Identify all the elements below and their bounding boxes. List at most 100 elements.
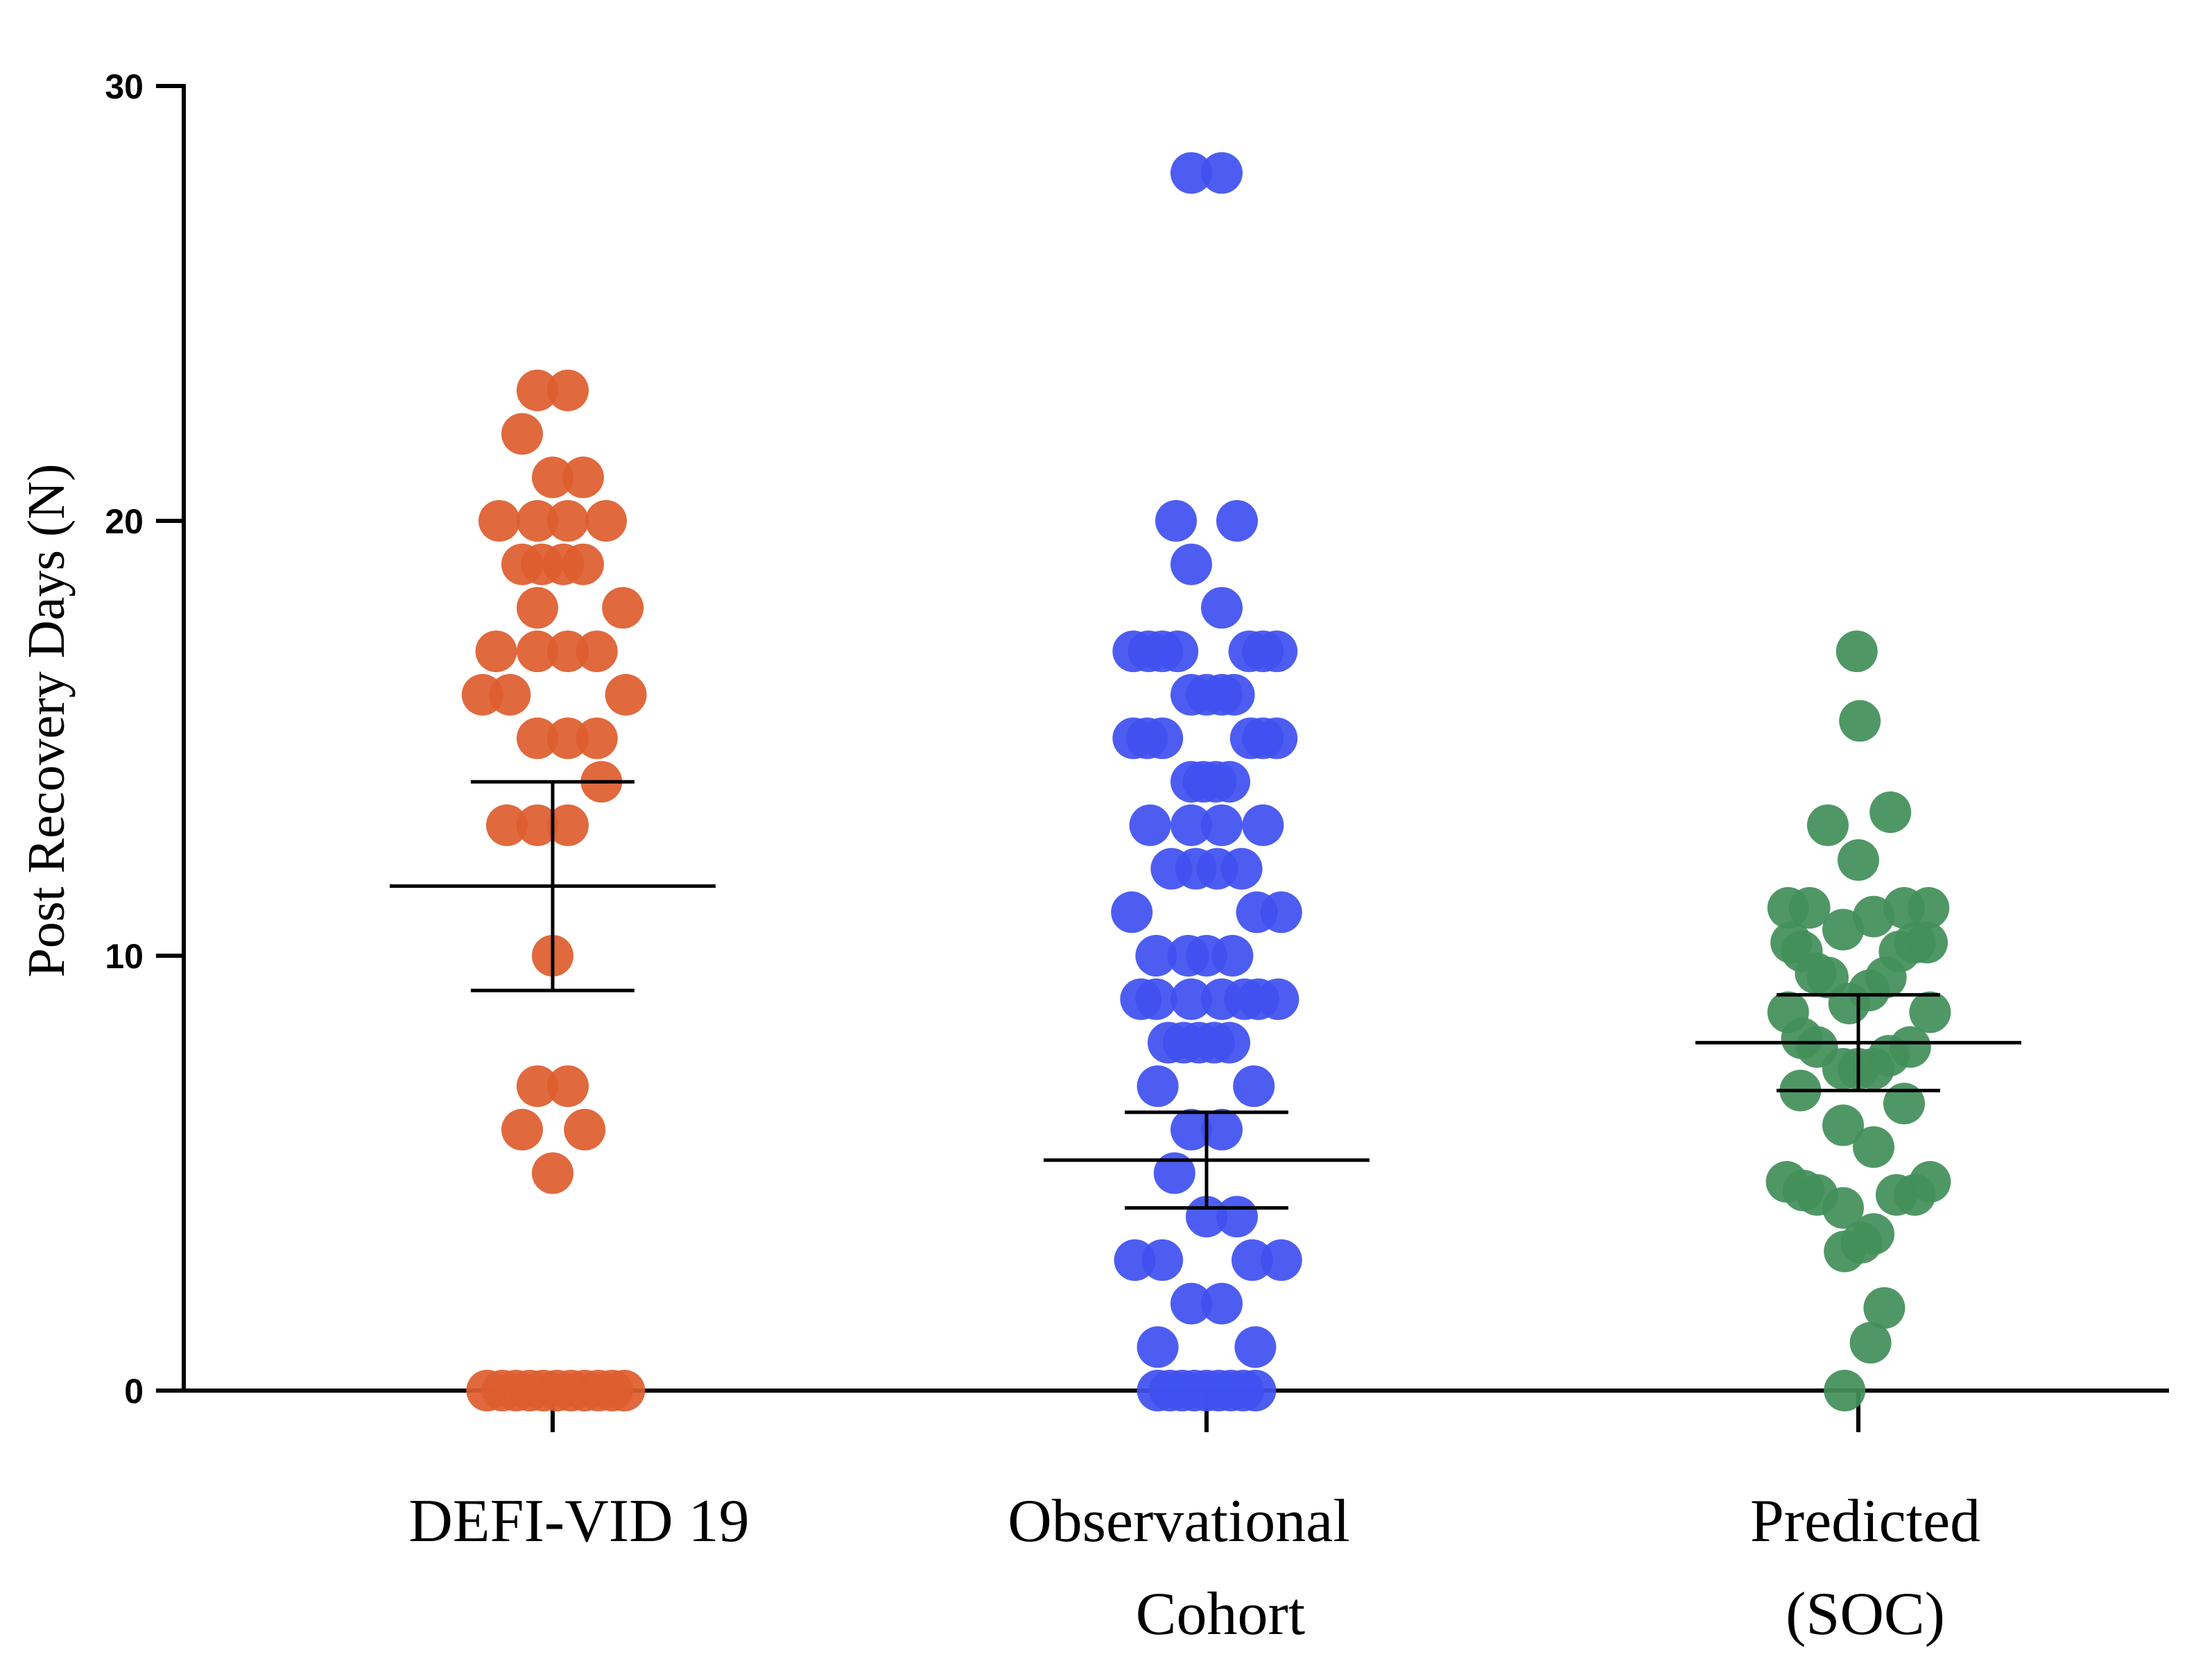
data-point xyxy=(1201,152,1243,194)
data-point xyxy=(486,804,528,846)
category-labels: DEFI-VID 19 Observational Cohort Predicted (… xyxy=(408,1488,1980,1648)
data-point xyxy=(1153,1152,1195,1194)
data-point xyxy=(517,500,558,542)
y-tick-label: 20 xyxy=(105,502,144,541)
y-tick-label: 30 xyxy=(105,67,144,106)
data-point xyxy=(1170,978,1212,1020)
data-point xyxy=(1256,630,1298,673)
data-point xyxy=(1216,1196,1258,1238)
data-point xyxy=(547,717,589,759)
data-point xyxy=(517,630,558,673)
data-point xyxy=(1141,717,1184,759)
data-point xyxy=(532,456,573,499)
data-point xyxy=(1135,935,1177,977)
series-2-mean-error xyxy=(1044,1110,1369,1210)
x-category-label: Cohort xyxy=(1136,1581,1305,1648)
data-point xyxy=(1849,1322,1892,1364)
data-point xyxy=(1242,804,1284,846)
data-point xyxy=(489,673,531,716)
data-point xyxy=(1213,673,1255,716)
data-point xyxy=(602,587,644,629)
data-point xyxy=(1865,956,1907,999)
data-point xyxy=(1170,1108,1212,1151)
data-point xyxy=(1906,922,1948,964)
data-point xyxy=(1209,1022,1250,1064)
data-point xyxy=(1170,152,1212,194)
data-point xyxy=(517,1065,558,1108)
y-tick-label: 10 xyxy=(105,937,144,976)
data-point xyxy=(1201,1282,1243,1325)
data-point xyxy=(547,804,589,846)
data-point xyxy=(547,500,589,542)
series-3-mean-error xyxy=(1695,992,2021,1092)
data-point xyxy=(585,500,627,542)
x-category-label: Observational xyxy=(1008,1488,1350,1555)
data-point xyxy=(1209,761,1250,803)
data-point xyxy=(1909,1161,1951,1203)
data-point xyxy=(1824,1370,1866,1411)
data-point xyxy=(1135,978,1177,1020)
data-point xyxy=(1137,1326,1179,1368)
y-axis-title: Post Recovery Days (N) xyxy=(17,464,76,978)
data-point xyxy=(547,1065,589,1108)
data-point xyxy=(1257,978,1299,1020)
data-point xyxy=(547,630,589,673)
data-point xyxy=(564,1108,606,1151)
data-point xyxy=(1157,630,1199,673)
data-point xyxy=(1234,1326,1277,1368)
data-point xyxy=(517,369,558,411)
data-point xyxy=(1141,1239,1184,1281)
data-point xyxy=(1201,587,1243,629)
data-point xyxy=(1211,935,1254,977)
x-category-label: Predicted xyxy=(1750,1488,1980,1555)
data-point xyxy=(1234,1370,1277,1411)
data-point xyxy=(562,456,604,499)
series-1-mean-error xyxy=(390,780,716,992)
data-point xyxy=(576,717,618,759)
data-point xyxy=(478,500,520,542)
data-point xyxy=(517,804,558,846)
data-points xyxy=(461,152,1951,1411)
data-point xyxy=(1839,700,1881,742)
data-point xyxy=(1137,1065,1179,1108)
series-3-points xyxy=(1765,630,1951,1411)
data-point xyxy=(1869,791,1912,834)
data-point xyxy=(532,1152,573,1194)
data-point xyxy=(1788,887,1831,929)
series-1-points xyxy=(461,369,647,1411)
data-point xyxy=(1216,500,1258,542)
data-point xyxy=(1201,804,1243,846)
data-point xyxy=(1883,1083,1925,1125)
data-point xyxy=(1170,543,1212,585)
data-point xyxy=(517,717,558,759)
data-point xyxy=(1220,848,1263,890)
data-point xyxy=(1256,717,1298,759)
data-point xyxy=(605,673,647,716)
data-point xyxy=(501,413,543,455)
data-point xyxy=(1822,1104,1864,1146)
data-point xyxy=(501,1108,543,1151)
data-point xyxy=(1111,891,1153,934)
data-point xyxy=(1129,804,1171,846)
data-point xyxy=(603,1370,646,1411)
x-category-label: DEFI-VID 19 xyxy=(408,1488,749,1555)
data-point xyxy=(1853,1213,1894,1255)
data-point xyxy=(1807,804,1849,846)
data-point xyxy=(1838,839,1879,882)
data-point xyxy=(1863,1287,1906,1329)
data-point xyxy=(1822,1187,1864,1229)
data-point xyxy=(1260,1239,1302,1281)
error-bars xyxy=(390,780,2021,1210)
y-tick-label: 0 xyxy=(124,1372,144,1411)
data-point xyxy=(517,587,558,629)
data-point xyxy=(576,630,618,673)
data-point xyxy=(547,369,589,411)
y-axis: 0 10 20 30 xyxy=(105,67,186,1411)
x-category-label: (SOC) xyxy=(1786,1581,1945,1648)
data-point xyxy=(1260,891,1302,934)
data-point xyxy=(1835,630,1878,673)
data-point xyxy=(1233,1065,1275,1108)
data-point xyxy=(1889,1026,1931,1068)
series-2-points xyxy=(1111,152,1302,1411)
